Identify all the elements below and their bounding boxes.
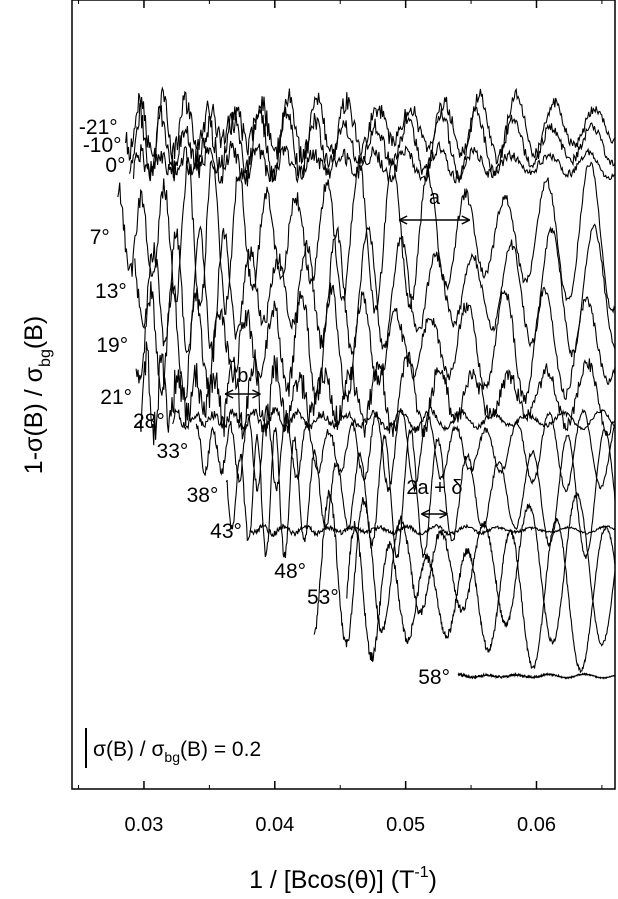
scale-bar: σ(B) / σbg(B) = 0.2: [85, 728, 261, 768]
series-label: -21°: [79, 116, 118, 139]
arrowhead-left: [224, 389, 234, 399]
annotation-label: 2a + δ: [406, 477, 462, 499]
series-label: 7°: [90, 226, 110, 249]
trace-line: [249, 522, 616, 538]
scale-bar-label: σ(B) / σbg(B) = 0.2: [93, 738, 261, 765]
x-tick-label: 0.04: [255, 814, 294, 836]
series-label: 0°: [105, 154, 125, 177]
trace-line: [125, 86, 616, 165]
trace-line: [172, 406, 616, 433]
series-label: 19°: [96, 334, 128, 357]
trace-line: [313, 489, 616, 648]
x-axis: 0.03 0.04 0.05 0.06: [78, 0, 603, 836]
series-labels-group: -21°-10°0° 7° 13° 19° 21°28° 33° 38° 43° 48°53° 5…: [79, 116, 450, 689]
trace-line: [139, 341, 616, 446]
trace-line: [346, 517, 616, 674]
x-tick-label: 0.06: [517, 814, 556, 836]
annotations-group: a b 2a + δ: [224, 187, 471, 519]
arrowhead-right: [252, 389, 261, 399]
series-label: 58°: [418, 666, 450, 689]
x-axis-label: 1 / [Bcos(θ)] (T-1): [249, 864, 437, 894]
series-label: 28°: [133, 410, 165, 433]
annotation-label: a: [429, 187, 441, 209]
series-label: 53°: [307, 586, 339, 609]
series-label: 33°: [157, 440, 189, 463]
arrowhead-right: [461, 215, 471, 225]
x-tick-label: 0.03: [124, 814, 163, 836]
x-tick-label: 0.05: [386, 814, 425, 836]
trace-line: [195, 405, 616, 493]
trace-line: [129, 102, 616, 183]
series-label: 38°: [187, 484, 219, 507]
traces-group: [117, 86, 616, 680]
arrowhead-left: [398, 215, 408, 225]
series-label: -10°: [83, 134, 122, 157]
trace-line: [132, 140, 616, 187]
trace-line: [457, 671, 616, 680]
arrowhead-right: [439, 509, 448, 519]
series-label: 13°: [95, 280, 127, 303]
series-label: 21°: [100, 386, 132, 409]
annotation-label: b: [237, 365, 248, 387]
trace-line: [135, 281, 616, 406]
arrowhead-left: [421, 509, 430, 519]
plot-frame: [71, 0, 616, 790]
series-label: 43°: [210, 520, 242, 543]
series-label: 48°: [274, 560, 306, 583]
y-axis-label: 1-σ(B) / σbg(B): [20, 316, 54, 474]
